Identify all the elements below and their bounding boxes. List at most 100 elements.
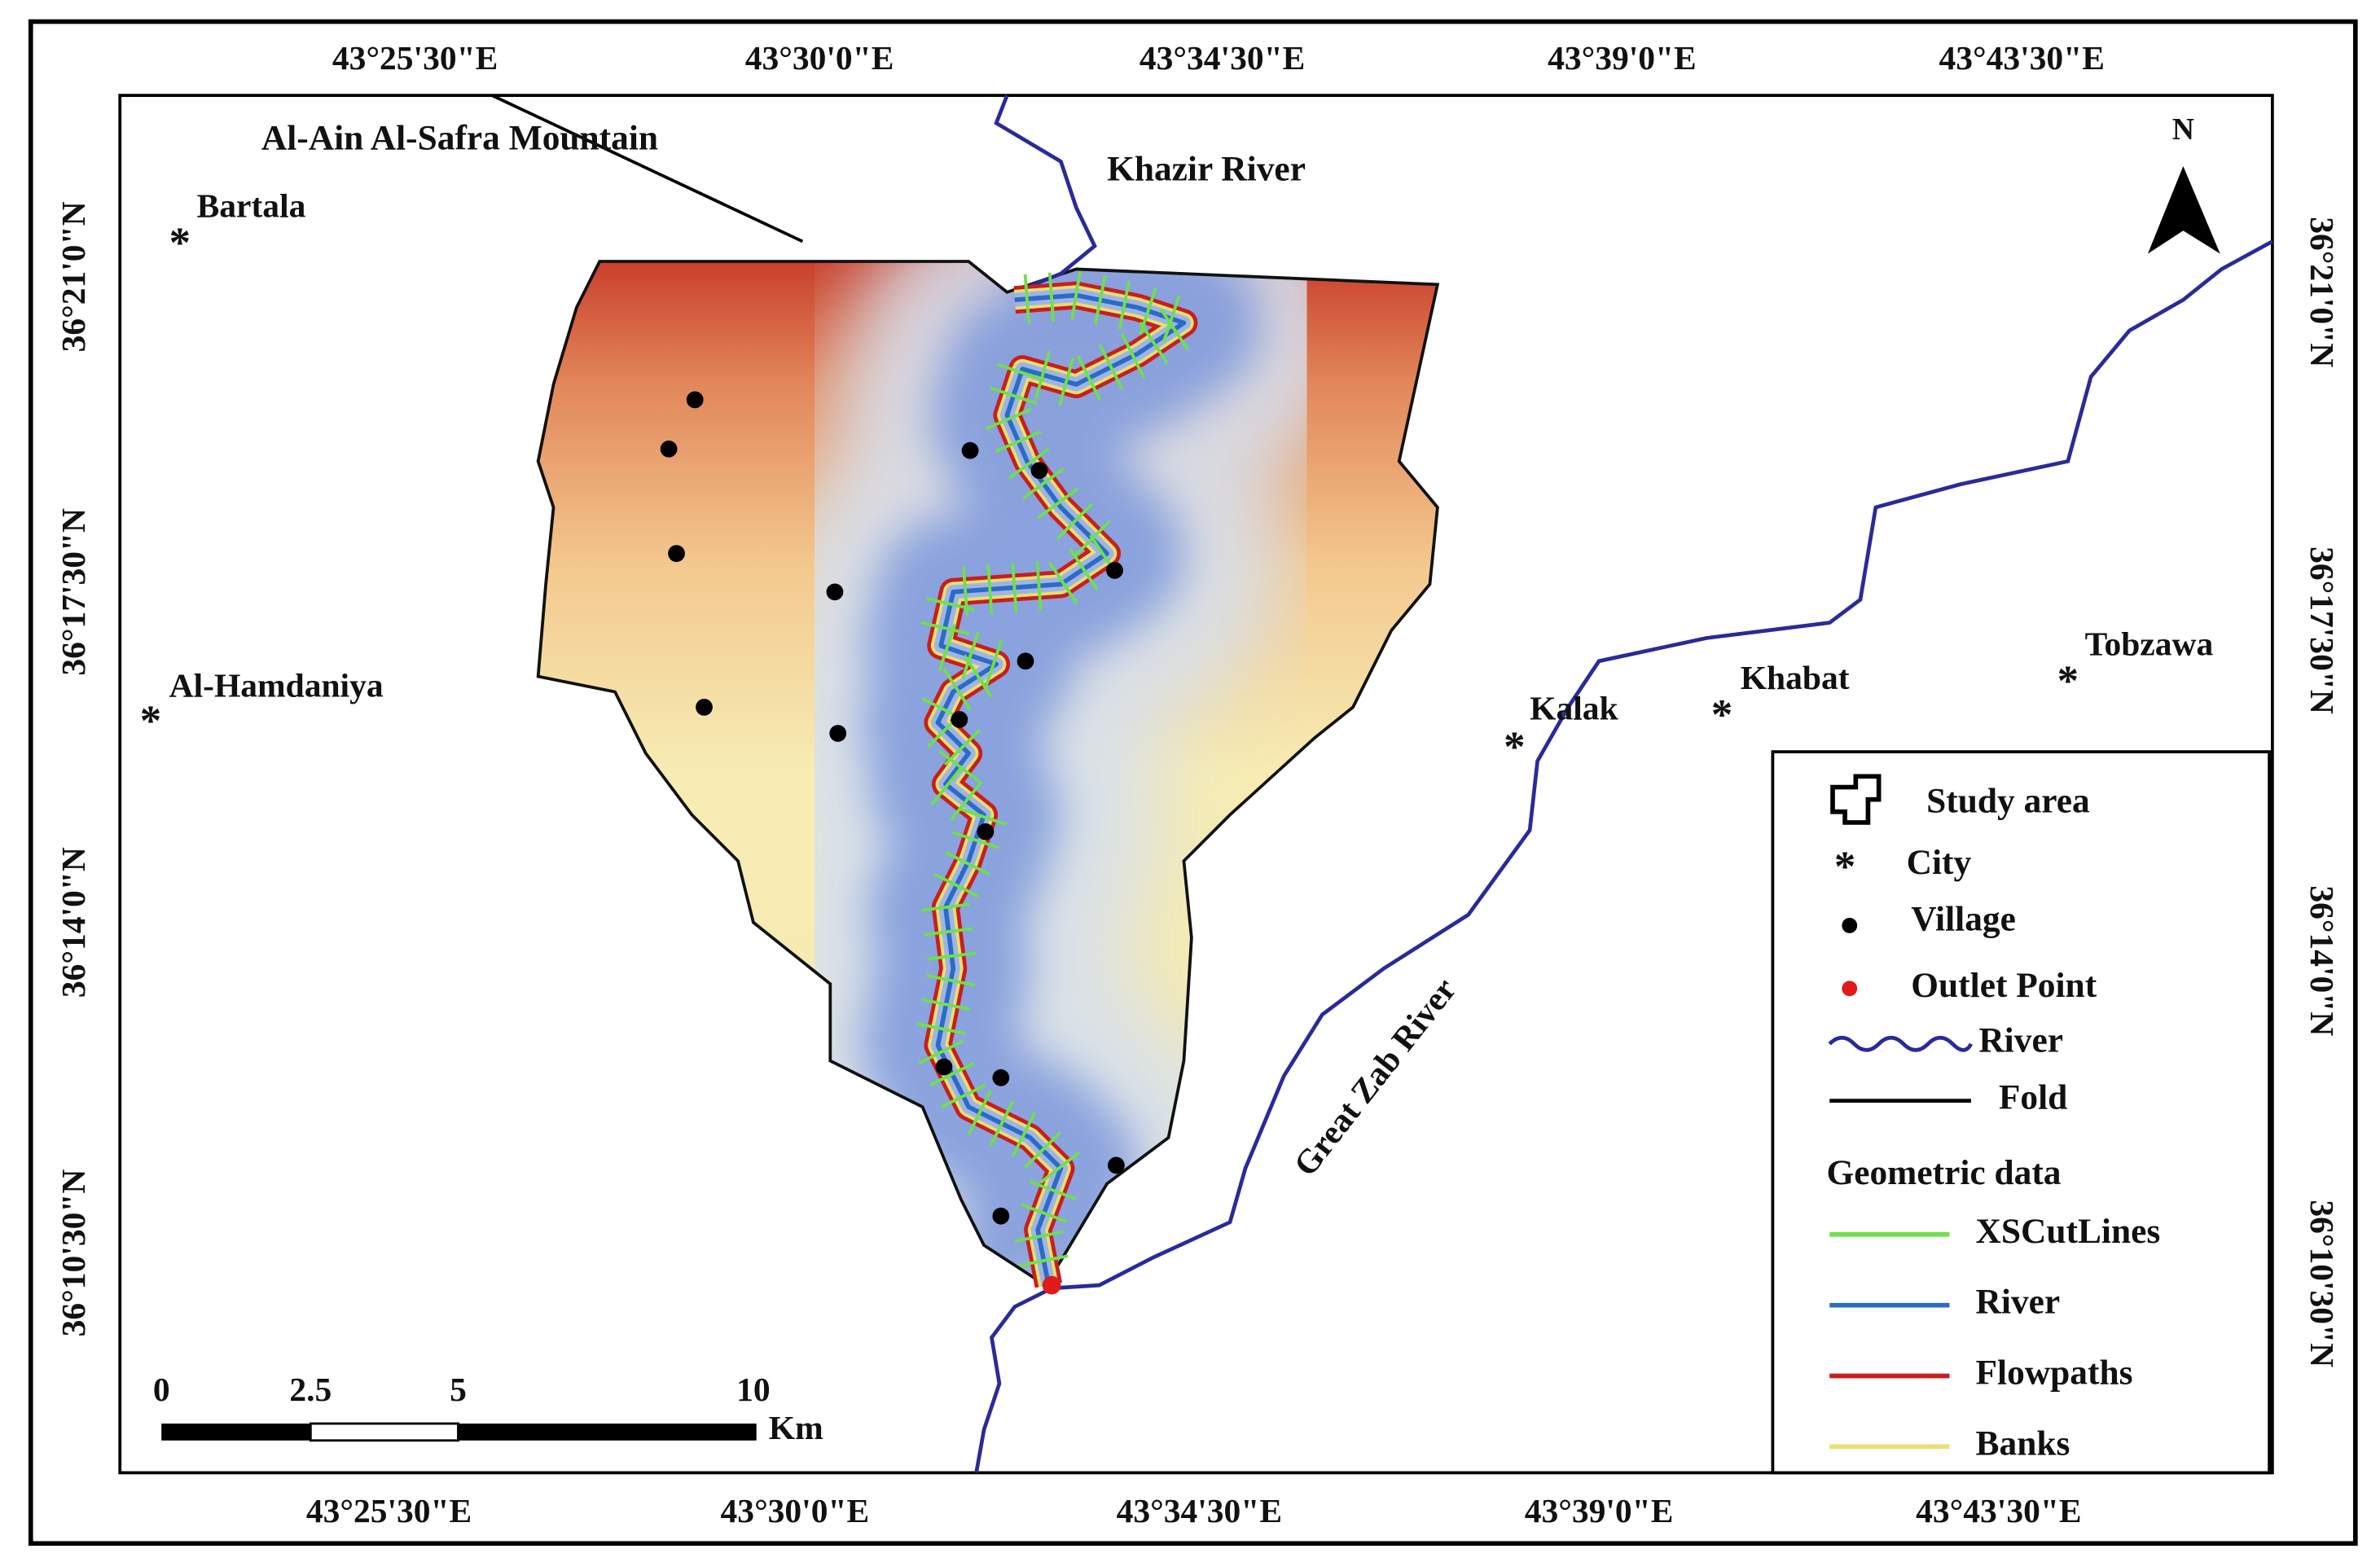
xs-cut-line [963,654,993,698]
legend-village [1842,917,1858,933]
xs-cut-line [933,872,980,898]
city-marker: * [140,697,161,744]
legend-label: River [1978,1021,2063,1060]
xs-cut-line [1022,467,1065,500]
khazir-river-upper [994,94,1097,294]
xs-cut-line [950,780,983,821]
xs-cut-line [951,831,999,849]
xs-cut-line [1076,355,1102,401]
village [977,823,995,840]
village [935,1058,953,1076]
legend-label: Flowpaths [1976,1353,2133,1392]
top-tick-label: 43°43'30"E [1939,39,2104,77]
xs-cut-line [1093,275,1107,325]
xs-cut-line [959,807,1008,827]
village [951,711,968,728]
xs-cut-line [929,1061,975,1087]
xs-cut-line [990,386,1038,406]
xs-cut-line [1011,1112,1037,1157]
legend-label: Study area [1926,781,2090,820]
village [829,725,847,742]
xs-cut-line [921,998,971,1011]
xs-cut-line [1056,502,1094,540]
bottom-tick-label: 43°43'30"E [1916,1492,2081,1529]
xs-cut-line [1019,1254,1069,1267]
xs-cut-line [940,1083,986,1109]
village [1108,1156,1125,1174]
great-zab-river [1051,239,2273,1291]
xs-cut-line [986,564,994,614]
outlet-point [1042,1275,1061,1295]
xs-cut-line [967,1090,993,1135]
xs-cut-line [926,974,976,987]
top-tick-label: 43°30'0"E [745,39,894,77]
north-label: N [2172,112,2194,147]
legend-label: Outlet Point [1911,966,2097,1005]
xs-cut-line [918,1039,964,1065]
legend-label: Banks [1976,1424,2070,1463]
legend-label: Fold [1999,1078,2067,1117]
xs-cut-line [916,1022,966,1035]
xs-cut-line [1120,333,1146,379]
xs-cut-line [1047,561,1078,604]
village [660,440,678,458]
xs-cut-line [997,362,1046,382]
xs-cut-line [995,430,1042,453]
xs-cut-line [1159,308,1190,351]
village [668,545,685,563]
village [992,1068,1010,1086]
left-tick-label: 36°17'30"N [55,508,92,676]
xs-cut-line [1023,274,1031,324]
xs-cut-line [944,850,990,876]
xs-cut-line [1037,487,1079,520]
scale-seg [309,1422,459,1442]
xs-cut-line [1020,1203,1068,1224]
xs-cut-line [1029,1180,1077,1200]
city-marker: * [2057,657,2079,704]
xs-cut-line [1011,563,1018,612]
city-marker: * [1504,723,1525,770]
xs-cut-line [938,624,957,672]
xs-cut-line [1039,1151,1081,1184]
top-tick-label: 43°34'30"E [1140,39,1305,77]
xs-cut-line [1161,295,1181,343]
legend-box [1771,750,2271,1475]
city-label: Tobzawa [2085,625,2214,662]
khazir-river-lower [974,1286,1053,1473]
village [686,391,704,409]
scale-seg [458,1424,757,1441]
city-marker: * [169,219,191,266]
top-tick-label: 43°39'0"E [1548,39,1697,77]
city-label: Al-Hamdaniya [169,666,384,704]
scale-label: 5 [450,1371,467,1408]
village [1106,562,1123,579]
right-tick-label: 36°17'30"N [2303,546,2341,714]
fold-line [491,94,804,244]
left-tick-label: 36°10'30"N [55,1169,92,1337]
legend-river [1828,1035,1974,1052]
village [696,699,713,716]
legend-label: Village [1911,900,2016,939]
legend-study-area [1830,774,1882,825]
outer-frame [28,19,2358,1547]
left-tick-label: 36°14'0"N [55,847,92,998]
scale-unit: Km [769,1409,823,1446]
xs-cut-line [1008,448,1050,480]
bottom-tick-label: 43°34'30"E [1117,1492,1282,1529]
xs-cut-line [1034,350,1052,399]
scale-seg [161,1424,311,1441]
xs-cut-line [942,668,973,711]
north-arrow [2147,165,2220,254]
city-label: Kalak [1530,690,1618,727]
xs-cut-line [1035,561,1043,611]
village [961,441,979,459]
xs-cut-line [924,927,973,937]
scale-label: 10 [736,1371,771,1408]
village [1017,652,1034,670]
xs-cut-line [1068,547,1099,591]
right-tick-label: 36°14'0"N [2303,885,2341,1036]
scale-label: 2.5 [289,1371,332,1408]
xs-cut-line [920,621,970,635]
village [992,1207,1010,1225]
legend-group-title: Geometric data [1826,1153,2061,1192]
